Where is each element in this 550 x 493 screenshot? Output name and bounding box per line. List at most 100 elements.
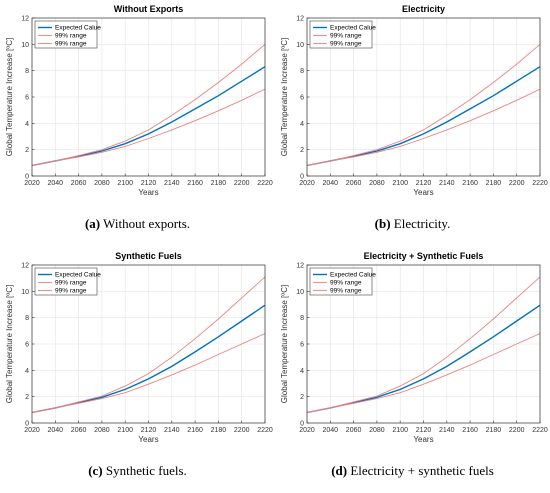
- x-tick-label: 2020: [24, 427, 40, 434]
- y-tick-label: 2: [300, 394, 304, 401]
- caption-text: Electricity + synthetic fuels: [350, 463, 494, 478]
- x-tick-label: 2220: [257, 427, 273, 434]
- axes-box: [306, 17, 541, 177]
- x-tick-label: 2040: [323, 427, 339, 434]
- x-tick-label: 2080: [369, 180, 385, 187]
- chart-panel-a: 2020 2040 2060 2080 2100 2120 2140 2160 2180 2200…: [0, 0, 275, 246]
- chart-panel-b: 2020 2040 2060 2080 2100 2120 2140 2160 2180 2200…: [275, 0, 550, 246]
- axes-box: [306, 264, 541, 424]
- caption-b: (b) Electricity.: [275, 216, 550, 232]
- y-tick-label: 12: [296, 16, 304, 23]
- y-tick-label: 6: [25, 95, 29, 102]
- caption-text: Electricity.: [393, 216, 451, 231]
- axes-box: [31, 264, 266, 424]
- x-tick-label: 2200: [234, 427, 250, 434]
- x-tick-label: 2220: [532, 427, 548, 434]
- x-axis-label: Years: [138, 435, 158, 444]
- y-tick-label: 8: [25, 68, 29, 75]
- x-axis-label: Years: [413, 188, 433, 197]
- x-tick-label: 2100: [392, 180, 408, 187]
- series-line-range-2: [31, 88, 266, 166]
- legend-label: Expected Calue: [55, 25, 101, 32]
- y-tick-label: 2: [25, 394, 29, 401]
- y-axis-label: Global Temperature Increase [ºC]: [280, 38, 289, 156]
- x-tick-label: 2040: [323, 180, 339, 187]
- x-tick-label: 2160: [187, 180, 203, 187]
- x-tick-label: 2140: [164, 427, 180, 434]
- chart-panel-d: 2020 2040 2060 2080 2100 2 12 0 2140 2160 2180 2200…: [275, 247, 550, 493]
- y-axis-label: Global Temperature Increase [ºC]: [5, 285, 14, 403]
- legend-box: [34, 20, 98, 49]
- x-tick-label: 2160: [462, 427, 478, 434]
- x-tick-label: 2180: [211, 180, 227, 187]
- x-tick-label: 2080: [369, 427, 385, 434]
- y-tick-label: 0: [300, 421, 304, 428]
- caption-label: (c): [88, 463, 103, 478]
- series-line-range-1: [306, 43, 541, 166]
- x-tick-label: 2060: [346, 427, 362, 434]
- x-axis-label: Years: [138, 188, 158, 197]
- y-tick-label: 12: [21, 263, 29, 270]
- x-tick-label: 2140: [439, 180, 455, 187]
- y-tick-label: 8: [300, 315, 304, 322]
- x-tick-label: 2020: [299, 427, 315, 434]
- series-line-range-1: [306, 276, 541, 413]
- chart-panel-c: 2020 2040 2060 2080 2100 2120 2140 2160 2180 2200…: [0, 247, 275, 493]
- chart-b: 2020 2040 2060 2080 2100 2120 2140 2160 2180 2200…: [280, 4, 548, 197]
- caption-label: (a): [84, 216, 101, 231]
- y-tick-label: 4: [25, 121, 29, 128]
- y-tick-label: 0: [25, 421, 29, 428]
- x-tick-label: 2180: [486, 180, 502, 187]
- x-tick-label: 2200: [234, 180, 250, 187]
- x-tick-label: 2160: [187, 427, 203, 434]
- y-tick-label: 10: [296, 289, 304, 296]
- y-tick-label: 2: [25, 147, 29, 154]
- x-tick-label: 2180: [486, 427, 502, 434]
- x-tick-label: 2160: [462, 180, 478, 187]
- legend-label: 99% range: [55, 280, 87, 287]
- x-tick-label: 2120: [141, 180, 157, 187]
- legend-label: 99% range: [330, 33, 362, 40]
- x-axis-label: Years: [413, 435, 433, 444]
- chart-title: Synthetic Fuels: [115, 251, 182, 261]
- caption-label: (d): [331, 463, 348, 478]
- legend-label: 99% range: [330, 288, 362, 295]
- legend-label: Expected Calue: [330, 25, 376, 32]
- series-line-range-2: [306, 333, 541, 413]
- x-tick-label: 2060: [346, 180, 362, 187]
- caption-d: (d) Electricity + synthetic fuels: [275, 463, 550, 479]
- y-tick-label: 12: [296, 263, 304, 270]
- x-tick-label: 2220: [532, 180, 548, 187]
- chart-c: 2020 2040 2060 2080 2100 2120 2140 2160 2180 2200…: [5, 251, 273, 444]
- y-tick-label: 8: [25, 315, 29, 322]
- x-tick-label: 2040: [48, 427, 64, 434]
- series-line-range-1: [31, 276, 266, 413]
- legend-label: Expected Calue: [330, 272, 376, 279]
- y-tick-label: 10: [21, 289, 29, 296]
- x-tick-label: 2020: [24, 180, 40, 187]
- y-tick-label: 10: [296, 42, 304, 49]
- y-axis-label: Global Temperature Increase [ºC]: [5, 38, 14, 156]
- x-tick-label: 2200: [509, 427, 525, 434]
- y-tick-label: 4: [300, 121, 304, 128]
- y-tick-label: 4: [25, 368, 29, 375]
- legend-label: Expected Calue: [55, 272, 101, 279]
- x-tick-label: 2100: [117, 427, 133, 434]
- x-tick-label: 2100: [392, 427, 408, 434]
- caption-a: (a) Without exports.: [0, 216, 275, 232]
- x-tick-label: 2200: [509, 180, 525, 187]
- x-tick-label: 2140: [439, 427, 455, 434]
- x-tick-label: 2060: [71, 180, 87, 187]
- y-tick-label: 4: [300, 368, 304, 375]
- legend-label: 99% range: [55, 288, 87, 295]
- chart-d: 2020 2040 2060 2080 2100 2 12 0 2140 2160 2180 2200…: [280, 251, 548, 444]
- y-axis-label: Global Temperature Increase [ºC]: [280, 285, 289, 403]
- series-line-expected: [306, 304, 541, 414]
- legend-label: 99% range: [55, 33, 87, 40]
- x-tick-label: 2100: [117, 180, 133, 187]
- x-tick-label: 2180: [211, 427, 227, 434]
- legend-label: 99% range: [55, 41, 87, 48]
- y-tick-label: 2: [300, 147, 304, 154]
- legend-label: 99% range: [330, 41, 362, 48]
- x-tick-label: 2220: [257, 180, 273, 187]
